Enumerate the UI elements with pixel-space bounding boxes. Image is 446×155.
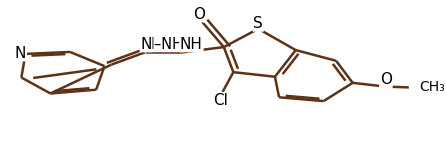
Text: S: S bbox=[253, 16, 263, 31]
Text: N: N bbox=[15, 46, 26, 61]
Text: Cl: Cl bbox=[213, 93, 228, 108]
Text: N: N bbox=[140, 37, 152, 51]
Text: O: O bbox=[193, 7, 205, 22]
Text: N–NH: N–NH bbox=[144, 37, 184, 51]
Text: CH₃: CH₃ bbox=[419, 80, 445, 94]
Text: O: O bbox=[380, 72, 392, 87]
Text: NH: NH bbox=[180, 37, 203, 51]
